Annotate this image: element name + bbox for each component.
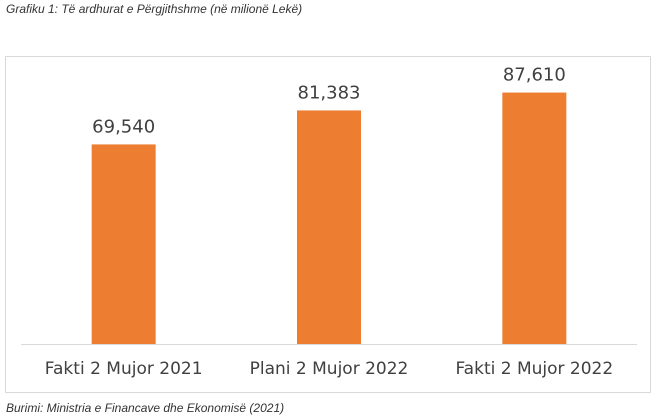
bar bbox=[297, 110, 361, 344]
bar bbox=[91, 144, 156, 344]
x-tick-label: Fakti 2 Mujor 2021 bbox=[45, 359, 203, 379]
chart-caption: Grafiku 1: Të ardhurat e Përgjithshme (n… bbox=[6, 2, 303, 16]
chart-frame: 69,540 Fakti 2 Mujor 2021 81,383 Plani 2 Mu… bbox=[5, 56, 651, 393]
data-label: 81,383 bbox=[298, 82, 361, 103]
bar bbox=[502, 92, 567, 344]
source-caption: Burimi: Ministria e Financave dhe Ekonom… bbox=[6, 401, 285, 415]
x-tick-label: Plani 2 Mujor 2022 bbox=[250, 359, 409, 379]
data-label: 87,610 bbox=[503, 65, 566, 86]
x-tick-label: Fakti 2 Mujor 2022 bbox=[455, 359, 613, 379]
bar-chart: 69,540 Fakti 2 Mujor 2021 81,383 Plani 2 Mu… bbox=[21, 65, 637, 379]
data-label: 69,540 bbox=[92, 116, 155, 137]
